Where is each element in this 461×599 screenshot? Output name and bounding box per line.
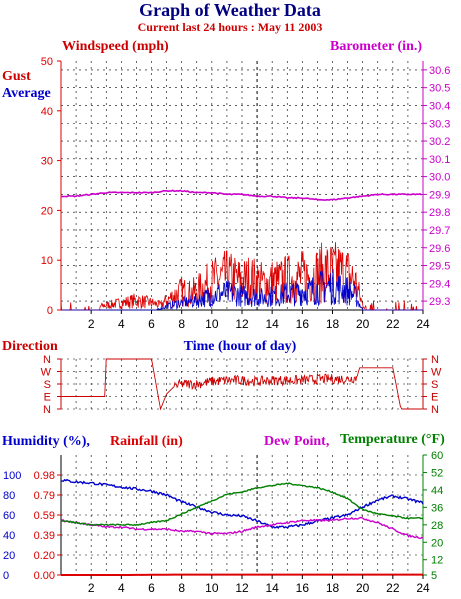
humidity-x-tick-label: 24 <box>416 581 430 595</box>
x-tick-label: 22 <box>386 317 400 331</box>
chart-subtitle: Current last 24 hours : May 11 2003 <box>138 20 323 34</box>
x-tick-label: 18 <box>326 317 340 331</box>
humidity-x-tick-label: 14 <box>265 581 279 595</box>
rainfall-tick-label: 0.79 <box>34 490 55 502</box>
direction-right-tick-label: W <box>431 367 442 379</box>
direction-right-tick-label: N <box>431 354 439 366</box>
temperature-tick-label: 60 <box>431 450 443 462</box>
humidity-tick-label: 0 <box>3 570 9 582</box>
x-axis-label: Time (hour of day) <box>184 339 297 354</box>
direction-right-tick-label: N <box>431 404 439 416</box>
humidity-series-line <box>60 478 424 529</box>
temperature-tick-label: 44 <box>431 485 443 497</box>
right-tick-label: 30.4 <box>429 100 450 112</box>
wind-panel: 0 10 20 30 40 50 29.3 29.4 29.5 29.6 29.7 29.8 29.9 3… <box>41 56 451 331</box>
temperature-series-line <box>61 482 424 527</box>
humidity-x-tick-label: 18 <box>326 581 340 595</box>
x-tick-label: 8 <box>178 317 185 331</box>
x-tick-label: 14 <box>265 317 279 331</box>
right-tick-label: 29.9 <box>429 189 450 201</box>
temperature-tick-label: 5 <box>431 570 437 582</box>
rainfall-tick-label: 0.39 <box>34 530 55 542</box>
humidity-x-tick-label: 16 <box>296 581 310 595</box>
humidity-label: Humidity (%), <box>2 434 90 449</box>
left-tick-label: 40 <box>41 106 53 118</box>
humidity-x-tick-label: 12 <box>235 581 249 595</box>
direction-left-tick-label: S <box>44 379 51 391</box>
left-tick-label: 50 <box>41 56 53 68</box>
right-tick-label: 30.5 <box>429 83 450 95</box>
dewpoint-label: Dew Point, <box>264 434 329 449</box>
right-tick-label: 30.3 <box>429 118 450 130</box>
barometer-series-line <box>60 189 422 202</box>
humidity-tick-label: 80 <box>3 490 15 502</box>
average-series-line <box>61 268 423 311</box>
humidity-tick-label: 100 <box>3 470 21 482</box>
direction-left-tick-label: W <box>41 367 52 379</box>
legend-average: Average <box>2 86 51 101</box>
humidity-tick-label: 20 <box>3 550 15 562</box>
rainfall-label: Rainfall (in) <box>110 434 183 449</box>
windspeed-axis-label: Windspeed (mph) <box>62 39 169 54</box>
x-tick-label: 20 <box>356 317 370 331</box>
x-tick-label: 2 <box>88 317 95 331</box>
left-tick-label: 10 <box>41 255 53 267</box>
right-tick-label: 29.4 <box>429 278 450 290</box>
right-tick-label: 30.0 <box>429 172 450 184</box>
direction-series-line <box>61 358 423 411</box>
direction-panel: N NW WS SE EN N <box>41 354 442 416</box>
temperature-tick-label: 20 <box>431 537 443 549</box>
temperature-tick-label: 36 <box>431 502 443 514</box>
left-tick-label: 0 <box>47 305 53 317</box>
temperature-tick-label: 52 <box>431 467 443 479</box>
humidity-tick-label: 60 <box>3 510 15 522</box>
right-tick-label: 29.6 <box>429 243 450 255</box>
barometer-axis-label: Barometer (in.) <box>330 39 422 54</box>
humidity-x-tick-label: 22 <box>386 581 400 595</box>
direction-right-tick-label: E <box>431 392 438 404</box>
left-tick-label: 20 <box>41 205 53 217</box>
temperature-label: Temperature (°F) <box>340 432 445 447</box>
rainfall-tick-label: 0.59 <box>34 510 55 522</box>
humidity-x-tick-label: 8 <box>178 581 185 595</box>
legend-gust: Gust <box>2 69 31 84</box>
direction-left-tick-label: E <box>44 392 51 404</box>
rainfall-tick-label: 0.00 <box>34 570 55 582</box>
humidity-x-tick-label: 6 <box>148 581 155 595</box>
rainfall-tick-label: 0.98 <box>34 470 55 482</box>
right-tick-label: 29.7 <box>429 225 450 237</box>
gust-series-line <box>60 242 423 311</box>
humidity-x-tick-label: 4 <box>118 581 125 595</box>
humidity-x-tick-label: 10 <box>205 581 219 595</box>
direction-right-tick-label: S <box>431 379 438 391</box>
temperature-tick-label: 12 <box>431 555 443 567</box>
right-tick-label: 30.1 <box>429 154 450 166</box>
x-tick-label: 24 <box>416 317 430 331</box>
direction-left-tick-label: N <box>43 354 51 366</box>
left-tick-label: 30 <box>41 156 53 168</box>
humidity-panel: 0 20 40 60 80 100 0.00 0.20 0.39 0.59 0.79 0.98 5 12 2… <box>3 450 443 595</box>
direction-left-tick-label: N <box>43 404 51 416</box>
x-tick-label: 6 <box>148 317 155 331</box>
right-tick-label: 29.3 <box>429 296 450 308</box>
right-tick-label: 29.8 <box>429 207 450 219</box>
dewpoint-series-line <box>60 516 424 540</box>
right-tick-label: 29.5 <box>429 261 450 273</box>
right-tick-label: 30.6 <box>429 65 450 77</box>
rainfall-tick-label: 0.20 <box>34 550 55 562</box>
chart-title: Graph of Weather Data <box>139 0 321 20</box>
right-tick-label: 30.2 <box>429 136 450 148</box>
x-tick-label: 10 <box>205 317 219 331</box>
x-tick-label: 4 <box>118 317 125 331</box>
humidity-tick-label: 40 <box>3 530 15 542</box>
x-tick-label: 16 <box>296 317 310 331</box>
humidity-x-tick-label: 2 <box>88 581 95 595</box>
humidity-x-tick-label: 20 <box>356 581 370 595</box>
direction-label: Direction <box>2 339 58 354</box>
x-tick-label: 12 <box>235 317 249 331</box>
temperature-tick-label: 28 <box>431 520 443 532</box>
